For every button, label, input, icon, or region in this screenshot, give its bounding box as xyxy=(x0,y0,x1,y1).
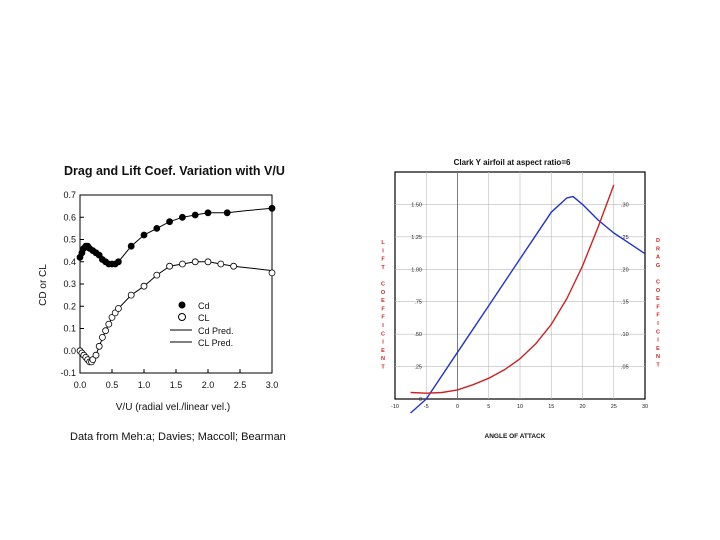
right-left-tick-label: .75 xyxy=(414,300,422,306)
right-grid xyxy=(395,172,645,399)
right-chart-title: Clark Y airfoil at aspect ratio=6 xyxy=(454,158,571,167)
left-x-tick-label: 3.0 xyxy=(266,380,279,390)
right-left-tick-label: 1.25 xyxy=(411,235,422,241)
left-legend: Cd CL Cd Pred. CL Pred. xyxy=(170,301,234,348)
left-x-tick-label: 2.0 xyxy=(202,380,215,390)
left-data-points xyxy=(76,204,276,366)
right-right-tick-label: .20 xyxy=(621,267,629,273)
data-point-cl xyxy=(99,333,106,341)
legend-cl-pred-label: CL Pred. xyxy=(198,338,233,348)
data-point-cd xyxy=(204,209,212,217)
data-point-cl xyxy=(108,313,116,321)
legend-cd-pred-label: Cd Pred. xyxy=(198,326,234,336)
left-y-axis-label-text: CD or CL xyxy=(38,264,49,306)
left-x-axis-label: V/U (radial vel./linear vel.) xyxy=(116,402,230,413)
right-left-tick-label: 1.00 xyxy=(411,267,422,273)
left-x-tick-label: 0.0 xyxy=(74,380,87,390)
right-left-tick-label: 0 xyxy=(419,397,422,403)
left-source-note: Data from Meh:a; Davies; Maccoll; Bearma… xyxy=(70,431,286,443)
left-y-tick-label: 0.5 xyxy=(63,235,76,245)
legend-cl-label: CL xyxy=(198,313,210,323)
data-point-cd xyxy=(127,242,135,250)
series-line-cl-pred- xyxy=(79,261,273,363)
data-point-cd xyxy=(166,218,174,226)
right-x-tick-label: 25 xyxy=(611,404,617,410)
data-point-cl xyxy=(204,258,212,266)
right-chart: Clark Y airfoil at aspect ratio=6 -10 -5 0… xyxy=(381,158,661,440)
left-chart: Drag and Lift Coef. Variation with V/U -… xyxy=(38,164,286,443)
right-x-tick-label: 30 xyxy=(642,404,648,410)
left-x-tick-label: 1.0 xyxy=(138,380,151,390)
data-point-cl xyxy=(166,262,174,270)
data-point-cl xyxy=(217,260,225,268)
data-point-cl xyxy=(92,351,100,359)
right-x-tick-label: 20 xyxy=(579,404,585,410)
right-right-tick-label: .10 xyxy=(621,332,629,338)
data-point-cl xyxy=(127,291,135,299)
legend-cl-marker xyxy=(178,313,186,321)
data-point-cl xyxy=(115,305,122,312)
right-left-ticks: 0 .25 .50 .75 1.00 1.25 1.50 xyxy=(411,202,422,403)
right-x-tick-label: -10 xyxy=(391,404,399,410)
data-point-cl xyxy=(268,269,276,277)
data-point-cl xyxy=(140,282,148,290)
left-y-tick-label: 0.1 xyxy=(63,324,76,334)
right-right-tick-label: .05 xyxy=(621,365,629,371)
right-right-tick-label: .15 xyxy=(621,300,629,306)
left-prediction-lines xyxy=(79,207,273,363)
left-y-axis-label: CD or CL xyxy=(38,264,49,306)
right-right-tick-label: .25 xyxy=(621,235,629,241)
data-point-cd xyxy=(115,258,122,266)
right-right-tick-label: .30 xyxy=(621,202,629,208)
right-right-ticks: .05 .10 .15 .20 .25 .30 xyxy=(621,202,629,370)
left-y-ticks: -0.1 0.0 0.1 0.2 0.3 0.4 0.5 0.6 0.7 xyxy=(60,190,84,378)
right-x-tick-label: 15 xyxy=(548,404,554,410)
left-x-tick-label: 0.5 xyxy=(106,380,119,390)
data-point-cl xyxy=(178,260,186,268)
data-point-cl xyxy=(230,262,238,270)
right-x-tick-label: 0 xyxy=(456,404,459,410)
left-y-tick-label: 0.6 xyxy=(63,212,76,222)
left-y-tick-label: 0.3 xyxy=(63,279,76,289)
left-x-ticks: 0.0 0.5 1.0 1.5 2.0 2.5 3.0 xyxy=(74,369,279,390)
left-x-tick-label: 1.5 xyxy=(170,380,183,390)
data-point-cl xyxy=(153,271,161,279)
legend-cd-marker xyxy=(178,301,186,309)
data-point-cd xyxy=(268,204,276,212)
left-y-tick-label: 0.7 xyxy=(63,190,76,200)
data-point-cd xyxy=(223,209,231,217)
data-point-cl xyxy=(105,320,113,328)
data-point-cd xyxy=(178,213,186,221)
left-y-tick-label: -0.1 xyxy=(60,368,76,378)
series-line-drag xyxy=(410,184,615,394)
data-point-cd xyxy=(153,224,161,232)
right-x-axis-label: ANGLE OF ATTACK xyxy=(485,433,546,440)
data-point-cl xyxy=(191,258,199,266)
left-y-tick-label: 0.4 xyxy=(63,257,76,267)
left-chart-title: Drag and Lift Coef. Variation with V/U xyxy=(64,164,285,178)
legend-cd-label: Cd xyxy=(198,301,210,311)
right-x-tick-label: -5 xyxy=(424,404,429,410)
data-point-cd xyxy=(191,211,199,219)
left-plot-frame xyxy=(79,194,273,374)
left-y-tick-label: 0.0 xyxy=(63,346,76,356)
right-x-tick-label: 5 xyxy=(487,404,490,410)
right-series-lines xyxy=(410,184,646,414)
data-point-cl xyxy=(102,327,109,335)
right-left-tick-label: .25 xyxy=(414,365,422,371)
right-x-tick-label: 10 xyxy=(517,404,523,410)
left-x-tick-label: 2.5 xyxy=(234,380,247,390)
series-line-cd-pred- xyxy=(79,207,273,265)
data-point-cd xyxy=(140,231,148,239)
right-left-tick-label: 1.50 xyxy=(411,202,422,208)
series-line-lift xyxy=(410,195,646,414)
data-point-cl xyxy=(95,342,103,350)
left-y-tick-label: 0.2 xyxy=(63,301,76,311)
right-x-ticks: -10 -5 0 5 10 15 20 25 30 xyxy=(391,404,648,410)
right-left-tick-label: .50 xyxy=(414,332,422,338)
